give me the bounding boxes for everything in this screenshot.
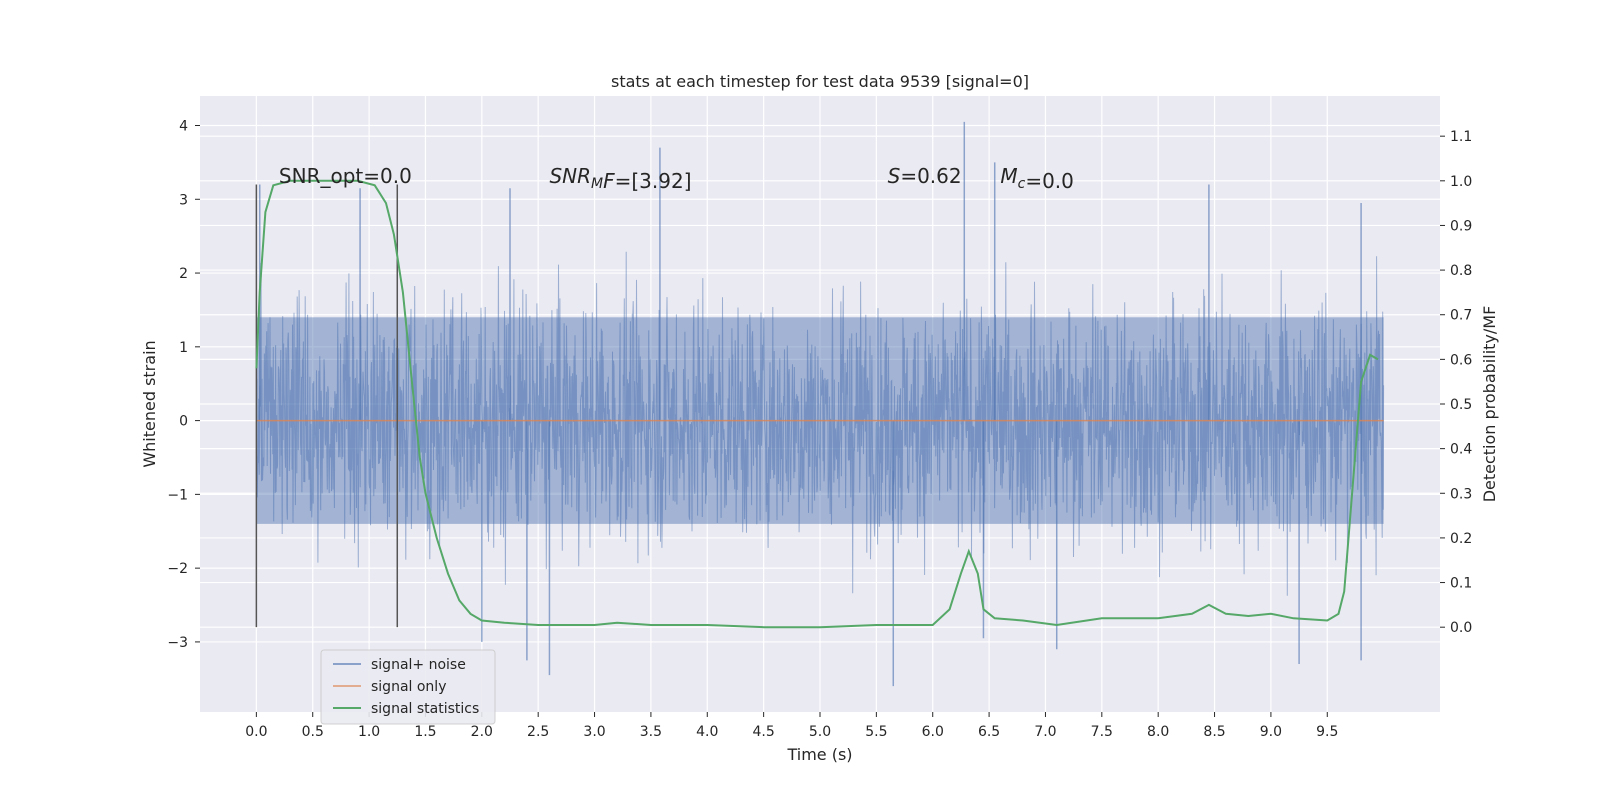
signal-statistics-line xyxy=(255,179,1379,629)
x-tick-label: 4.0 xyxy=(696,724,718,740)
y2-tick-label: 0.5 xyxy=(1450,397,1472,413)
x-tick-label: 6.0 xyxy=(922,724,944,740)
annotation-mc: Mc=0.0 xyxy=(1000,164,1074,193)
y-ticks: −3 −2 −1 0 1 2 3 4 xyxy=(167,119,200,651)
series-signal-statistics xyxy=(255,179,1379,629)
legend-box xyxy=(320,649,496,725)
y2-axis-label: Detection probability/MF xyxy=(1480,306,1499,503)
y2-ticks: 0.0 0.1 0.2 0.3 0.4 0.5 0.6 0.7 0.8 0.9 1.0 1.1 xyxy=(1440,129,1472,636)
legend-label-signal-noise: signal+ noise xyxy=(371,657,466,673)
x-tick-label: 5.0 xyxy=(809,724,831,740)
x-tick-label: 6.5 xyxy=(978,724,1000,740)
y2-tick-label: 0.7 xyxy=(1450,308,1472,324)
x-tick-label: 8.0 xyxy=(1147,724,1169,740)
y2-tick-label: 0.3 xyxy=(1450,486,1472,502)
chart-title: stats at each timestep for test data 953… xyxy=(611,72,1029,91)
x-tick-label: 9.5 xyxy=(1316,724,1338,740)
y2-tick-label: 0.9 xyxy=(1450,218,1472,234)
y-tick-label: 0 xyxy=(179,414,188,430)
y-tick-label: 3 xyxy=(179,192,188,208)
x-tick-label: 4.5 xyxy=(753,724,775,740)
y-tick-label: −1 xyxy=(167,487,188,503)
x-tick-label: 5.5 xyxy=(865,724,887,740)
legend-label-signal-only: signal only xyxy=(371,679,446,695)
x-tick-label: 8.5 xyxy=(1203,724,1225,740)
annotation-snr_opt: SNR_opt=0.0 xyxy=(279,164,412,188)
y2-tick-label: 0.0 xyxy=(1450,620,1472,636)
x-tick-label: 2.5 xyxy=(527,724,549,740)
x-tick-label: 0.5 xyxy=(302,724,324,740)
x-ticks: 0.0 0.5 1.0 1.5 2.0 2.5 3.0 3.5 4.0 4.5 5.0 5.5 6.0 6… xyxy=(245,712,1338,740)
y-tick-label: 4 xyxy=(179,119,188,135)
x-tick-label: 3.5 xyxy=(640,724,662,740)
x-tick-label: 1.5 xyxy=(414,724,436,740)
y2-tick-label: 0.6 xyxy=(1450,352,1472,368)
grid xyxy=(200,96,1440,712)
y2-tick-label: 1.0 xyxy=(1450,174,1472,190)
y-tick-label: 2 xyxy=(179,266,188,282)
legend-label-signal-statistics: signal statistics xyxy=(371,701,479,717)
y2-tick-label: 0.1 xyxy=(1450,576,1472,592)
y-tick-label: −2 xyxy=(167,561,188,577)
annotations: SNR_opt=0.0 SNRMF=[3.92] S=0.62 Mc=0.0 xyxy=(279,164,1074,193)
y-axis-label: Whitened strain xyxy=(140,340,159,467)
y2-tick-label: 1.1 xyxy=(1450,129,1472,145)
x-tick-label: 7.5 xyxy=(1091,724,1113,740)
x-tick-label: 9.0 xyxy=(1260,724,1282,740)
y-tick-label: −3 xyxy=(167,635,188,651)
annotation-s: S=0.62 xyxy=(888,164,962,188)
y2-tick-label: 0.2 xyxy=(1450,531,1472,547)
x-tick-label: 1.0 xyxy=(358,724,380,740)
noise-line xyxy=(255,251,1385,596)
legend: signal+ noise signal only signal statist… xyxy=(320,649,496,725)
x-axis-label: Time (s) xyxy=(786,745,852,764)
annotation-snr_mf: SNRMF=[3.92] xyxy=(549,164,691,193)
y2-tick-label: 0.4 xyxy=(1450,442,1472,458)
x-tick-label: 3.0 xyxy=(583,724,605,740)
y2-tick-label: 0.8 xyxy=(1450,263,1472,279)
x-tick-label: 7.0 xyxy=(1034,724,1056,740)
x-tick-label: 0.0 xyxy=(245,724,267,740)
x-tick-label: 2.0 xyxy=(471,724,493,740)
y-tick-label: 1 xyxy=(179,340,188,356)
